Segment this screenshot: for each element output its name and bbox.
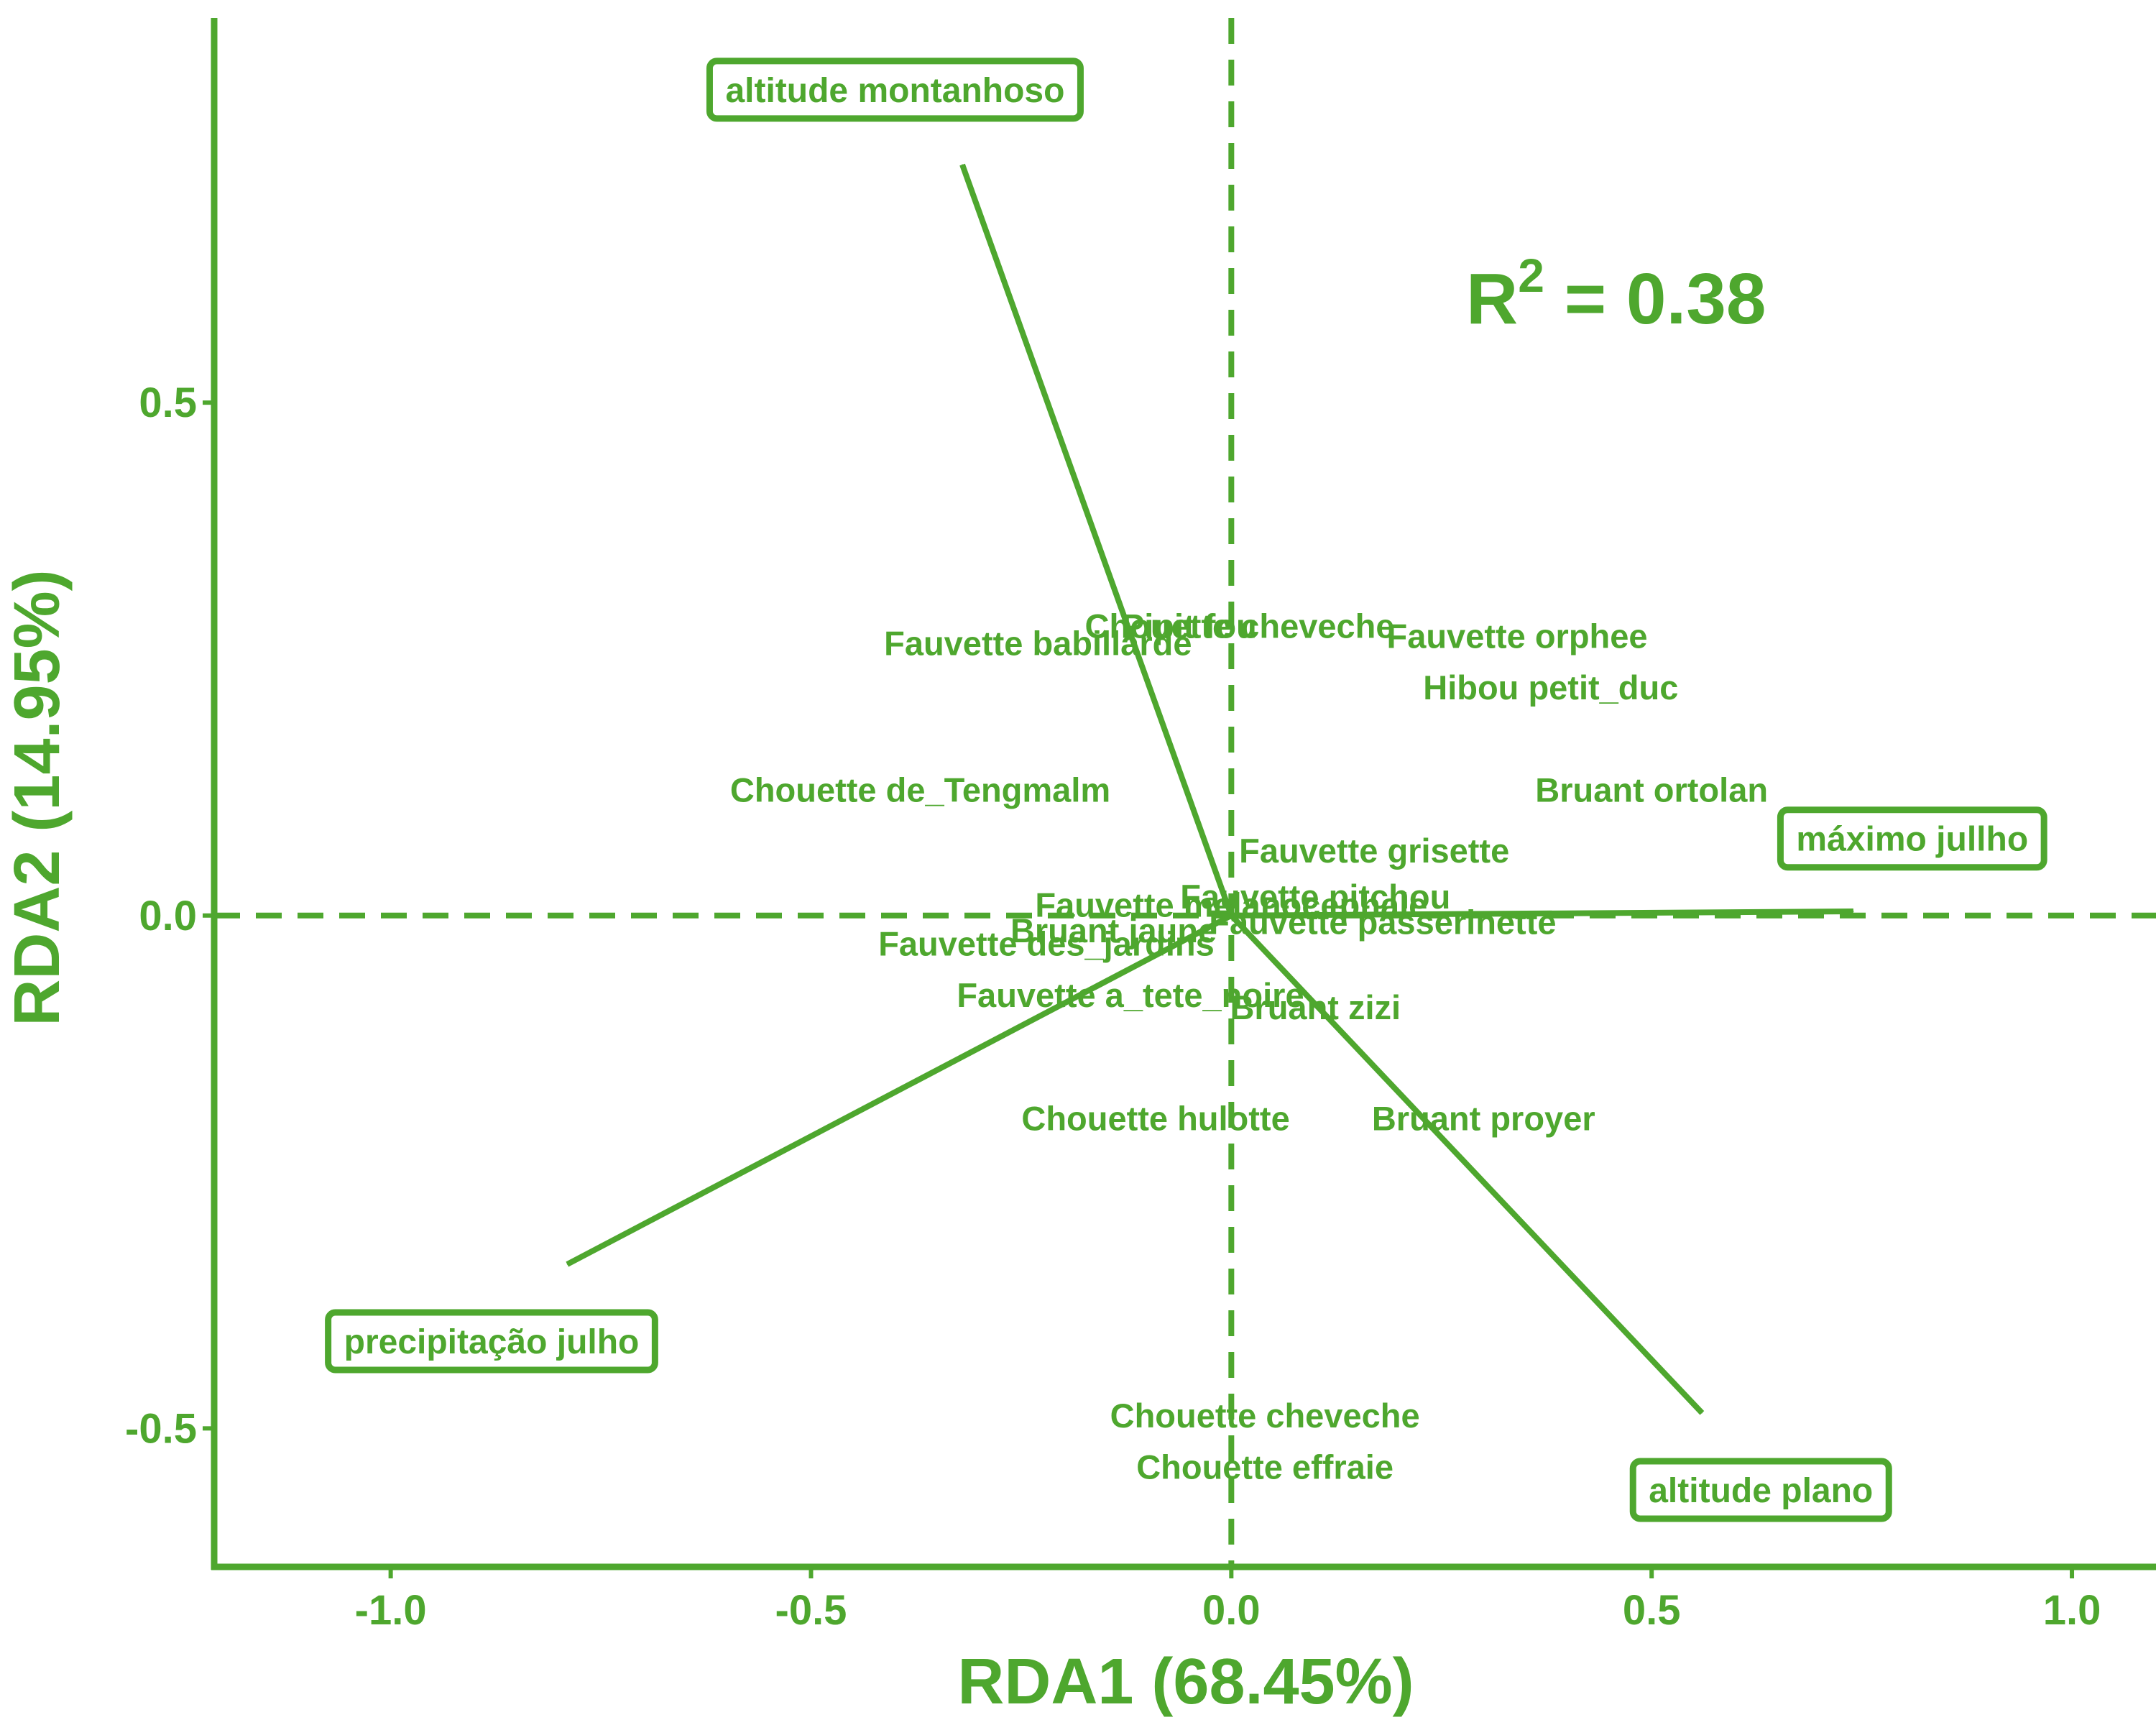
env-vector-label-box	[1777, 806, 2047, 871]
species-label: Fauvette babillarde	[884, 625, 1192, 663]
x-tick-label: -1.0	[355, 1587, 427, 1634]
species-label: Hibou petit_duc	[1423, 668, 1678, 707]
r-squared-superscript: 2	[1518, 249, 1544, 302]
axes: -1.0 -0.5 0.0 0.5 1.0 -0.5 0.0 0.5	[125, 18, 2156, 1634]
species-label: Chouette cheveche	[1085, 607, 1395, 645]
x-tick-label: -0.5	[775, 1587, 847, 1634]
env-vector-arrow	[1231, 908, 1853, 919]
env-vector-label-box	[325, 1309, 658, 1374]
x-tick-label: 0.0	[1202, 1587, 1261, 1634]
species-label: Fauvette des_jardins	[878, 925, 1215, 963]
y-tick-label: -0.5	[125, 1405, 197, 1452]
r-squared-prefix: R	[1466, 259, 1518, 339]
env-vector-arrow	[1229, 914, 1705, 1415]
species-label: Fauvette orphee	[1387, 617, 1648, 656]
env-vector-label: precipitação julho	[344, 1323, 640, 1361]
species-label: Bruant proyer	[1372, 1099, 1595, 1137]
y-axis-title: RDA2 (14.95%)	[1, 569, 73, 1026]
x-tick-label: 1.0	[2043, 1587, 2101, 1634]
species-label: Chouette cheveche	[1110, 1397, 1420, 1435]
species-label: Fauvette passerinette	[1209, 903, 1556, 942]
species-label: Pipit fou	[1122, 607, 1257, 645]
x-axis-title: RDA1 (68.45%)	[957, 1646, 1414, 1718]
env-vector-label: altitude montanhoso	[725, 72, 1064, 110]
species-label: Chouette de_Tengmalm	[730, 771, 1110, 809]
y-tick-label: 0.5	[139, 380, 197, 426]
species-label: Chouette effraie	[1136, 1448, 1393, 1486]
species-label: Fauvette grisette	[1239, 832, 1509, 870]
y-tick-label: 0.0	[139, 893, 197, 939]
r-squared-value: = 0.38	[1544, 259, 1766, 339]
env-vector-label: altitude plano	[1649, 1472, 1873, 1510]
env-vector-label-box	[1629, 1458, 1892, 1522]
env-vector-arrow	[566, 913, 1233, 1267]
env-vector-label: máximo jullho	[1796, 821, 2028, 859]
env-vector-arrow	[959, 163, 1235, 917]
species-label: Chouette hulotte	[1021, 1099, 1289, 1137]
env-vector-label-box	[706, 58, 1084, 122]
x-tick-label: 0.5	[1623, 1587, 1681, 1634]
species-label: Bruant ortolan	[1535, 771, 1768, 809]
r-squared-annotation: R2 = 0.38	[1466, 249, 1766, 339]
species-label: Fauvette a_tete_noire	[957, 976, 1304, 1014]
